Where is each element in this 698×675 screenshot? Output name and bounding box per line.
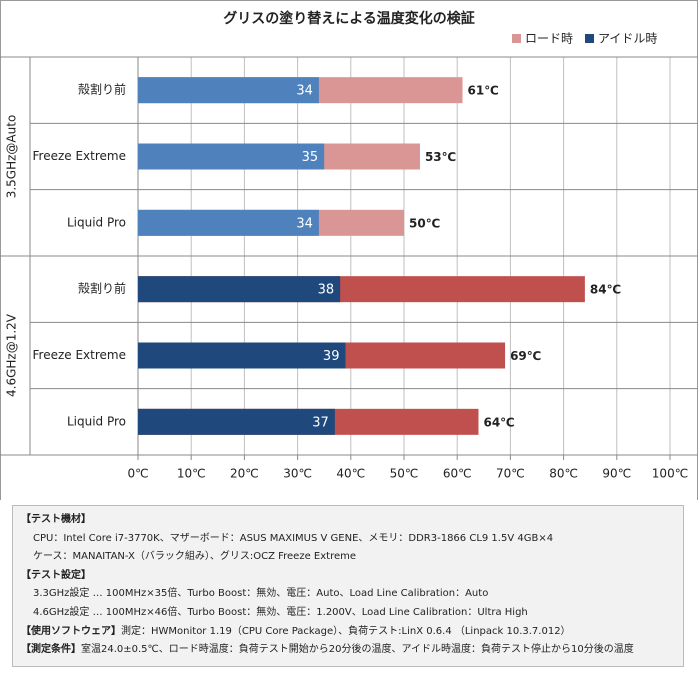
note-text: CPU：Intel Core i7-3770K、マザーボード：ASUS MAXI…: [33, 532, 554, 544]
value-label: 53℃: [425, 150, 456, 164]
value-label: 64℃: [483, 415, 514, 429]
value-label: 34: [296, 84, 313, 99]
note-text: 測定：HWMonitor 1.19（CPU Core Package）、負荷テス…: [121, 625, 571, 637]
note-heading: 【テスト設定】: [21, 569, 91, 581]
x-tick-label: 70℃: [496, 467, 525, 481]
x-tick-label: 20℃: [230, 467, 259, 481]
value-label: 39: [323, 349, 340, 364]
y-tick-label: 殻割り前: [78, 281, 126, 296]
note-row: 4.6GHz設定 … 100MHz×46倍、Turbo Boost：無効、電圧：…: [21, 604, 675, 623]
value-label: 69℃: [510, 349, 541, 363]
legend-label: ロード時: [525, 32, 573, 46]
notes: 【テスト機材】 CPU：Intel Core i7-3770K、マザーボード：AS…: [12, 505, 684, 667]
note-row: 【測定条件】室温24.0±0.5℃、ロード時温度：負荷テスト開始から20分後の温…: [21, 641, 675, 660]
value-label: 37: [312, 415, 329, 430]
note-heading: 【テスト機材】: [21, 514, 91, 525]
x-tick-label: 60℃: [443, 467, 472, 481]
chart-title: グリスの塗り替えによる温度変化の検証: [223, 10, 475, 27]
bar: [138, 77, 319, 104]
x-tick-label: 90℃: [602, 467, 631, 481]
note-row: CPU：Intel Core i7-3770K、マザーボード：ASUS MAXI…: [21, 530, 675, 549]
value-label: 34: [296, 216, 313, 231]
y-tick-label: Liquid Pro: [67, 215, 126, 229]
chart: グリスの塗り替えによる温度変化の検証 ロード時 アイドル時 0℃ 10℃ 20℃ 30℃ 4…: [0, 0, 698, 500]
value-label: 50℃: [409, 216, 440, 230]
note-row: 【テスト設定】: [21, 567, 675, 586]
x-tick-label: 80℃: [549, 467, 578, 481]
bar: [138, 342, 346, 369]
note-heading: 【使用ソフトウェア】: [21, 625, 121, 637]
group-label: 3.5GHz@Auto: [5, 115, 19, 199]
value-label: 84℃: [590, 283, 621, 297]
x-tick-label: 10℃: [177, 467, 206, 481]
note-row: 【使用ソフトウェア】測定：HWMonitor 1.19（CPU Core Pac…: [21, 623, 675, 642]
note-text: 3.3GHz設定 … 100MHz×35倍、Turbo Boost：無効、電圧：…: [33, 588, 489, 600]
value-label: 38: [318, 283, 335, 298]
note-text: ケース：MANAITAN-X（バラック組み）、グリス:OCZ Freeze Ex…: [33, 551, 357, 563]
note-row: 3.3GHz設定 … 100MHz×35倍、Turbo Boost：無効、電圧：…: [21, 585, 675, 604]
x-tick-label: 50℃: [390, 467, 419, 481]
x-tick-label: 30℃: [283, 467, 312, 481]
legend-label: アイドル時: [598, 32, 657, 46]
y-tick-label: 殻割り前: [78, 82, 126, 97]
y-tick-label: Freeze Extreme: [33, 149, 126, 163]
y-tick-label: Freeze Extreme: [33, 348, 126, 362]
note-row: ケース：MANAITAN-X（バラック組み）、グリス:OCZ Freeze Ex…: [21, 548, 675, 567]
x-tick-label: 100℃: [652, 467, 688, 481]
legend-swatch: [585, 34, 595, 43]
x-tick-label: 40℃: [336, 467, 365, 481]
bar: [138, 209, 319, 236]
note-text: 室温24.0±0.5℃、ロード時温度：負荷テスト開始から20分後の温度、アイドル…: [81, 644, 634, 656]
note-heading: 【測定条件】: [21, 644, 81, 656]
value-label: 61℃: [468, 84, 499, 98]
bar: [138, 276, 341, 303]
bar: [138, 143, 325, 170]
group-label: 4.6GHz@1.2V: [5, 313, 19, 397]
note-row: 【テスト機材】: [21, 511, 675, 530]
x-tick-label: 0℃: [127, 467, 148, 481]
note-text: 4.6GHz設定 … 100MHz×46倍、Turbo Boost：無効、電圧：…: [33, 606, 528, 618]
value-label: 35: [302, 150, 319, 165]
y-tick-label: Liquid Pro: [67, 414, 126, 428]
bar: [138, 408, 335, 435]
legend-swatch: [512, 34, 521, 43]
